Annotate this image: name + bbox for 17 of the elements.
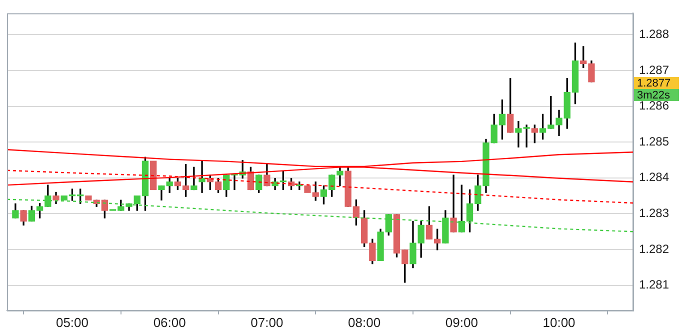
y-tick-label: 1.284	[639, 170, 670, 184]
x-tick-label: 05:00	[56, 314, 88, 330]
x-tick-label: 07:00	[250, 314, 284, 330]
x-tick-label: 08:00	[348, 314, 381, 330]
x-tick-label: 06:00	[153, 314, 186, 330]
candlestick	[150, 160, 157, 190]
y-tick-label: 1.281	[639, 278, 670, 292]
y-tick-label: 1.282	[639, 242, 670, 256]
y-tick-label: 1.286	[639, 98, 670, 113]
x-tick-label: 10:00	[542, 314, 576, 330]
text: 3m22s	[637, 89, 671, 102]
x-tick-label: 09:00	[445, 314, 478, 330]
y-tick-label: 1.288	[639, 26, 670, 41]
y-tick-label: 1.283	[639, 206, 670, 220]
text: 1.2877	[637, 77, 671, 90]
y-tick-label: 1.287	[639, 62, 670, 77]
y-tick-label: 1.285	[639, 134, 670, 148]
